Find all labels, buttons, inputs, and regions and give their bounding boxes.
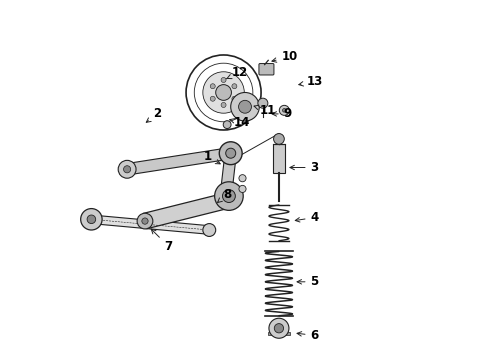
Circle shape: [221, 77, 226, 82]
Text: 13: 13: [299, 75, 323, 88]
Circle shape: [87, 215, 96, 224]
Text: 1: 1: [203, 150, 220, 164]
Circle shape: [118, 160, 136, 178]
Polygon shape: [126, 148, 232, 175]
Text: 10: 10: [272, 50, 298, 63]
Circle shape: [222, 190, 235, 203]
Circle shape: [226, 148, 236, 158]
Text: 9: 9: [272, 107, 292, 120]
Circle shape: [283, 109, 286, 112]
Circle shape: [123, 166, 131, 173]
Text: 12: 12: [226, 66, 248, 79]
Text: 11: 11: [254, 104, 276, 117]
Circle shape: [232, 84, 237, 89]
Text: 7: 7: [151, 229, 172, 253]
Circle shape: [273, 134, 284, 144]
Circle shape: [231, 93, 259, 121]
Polygon shape: [272, 144, 285, 173]
Text: 6: 6: [297, 329, 319, 342]
Circle shape: [203, 72, 245, 113]
Text: 8: 8: [218, 188, 231, 203]
Circle shape: [232, 96, 237, 101]
Circle shape: [239, 100, 251, 113]
Text: 14: 14: [230, 116, 249, 129]
Polygon shape: [268, 332, 290, 336]
Polygon shape: [91, 215, 210, 234]
Circle shape: [215, 182, 243, 210]
Circle shape: [210, 96, 215, 101]
Circle shape: [220, 142, 242, 165]
Circle shape: [239, 185, 246, 193]
Circle shape: [258, 98, 268, 108]
Circle shape: [210, 84, 215, 89]
Circle shape: [137, 213, 153, 229]
Circle shape: [216, 85, 231, 100]
Circle shape: [279, 105, 289, 115]
Circle shape: [221, 103, 226, 108]
Text: 4: 4: [295, 211, 319, 224]
Text: 5: 5: [297, 275, 319, 288]
Polygon shape: [143, 192, 233, 229]
Text: 3: 3: [290, 161, 318, 174]
Polygon shape: [220, 153, 236, 200]
Circle shape: [274, 324, 284, 333]
Circle shape: [269, 318, 289, 338]
Circle shape: [239, 175, 246, 182]
Circle shape: [203, 224, 216, 237]
FancyBboxPatch shape: [259, 64, 274, 75]
Circle shape: [142, 218, 148, 224]
Circle shape: [81, 208, 102, 230]
Circle shape: [223, 121, 231, 129]
Text: 2: 2: [147, 107, 162, 122]
